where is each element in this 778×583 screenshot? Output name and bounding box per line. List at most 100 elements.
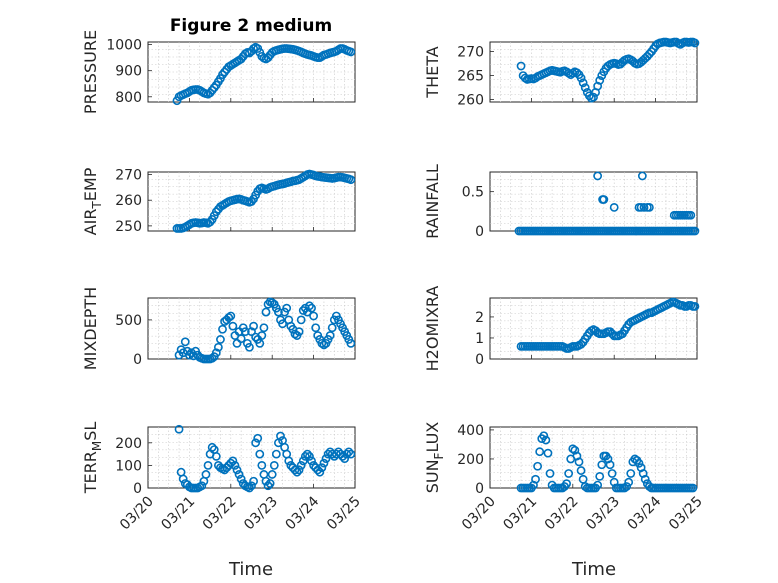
subplot-theta: 260 265 270 THETA [423,37,700,109]
data-point [562,479,571,489]
x-tick-label: 03/23 [241,494,281,534]
series-h2omixra [516,297,700,353]
subplot-sun-flux: 0 200 400 03/20 03/21 03/22 03/23 03/24 03/25 SUN… [423,422,706,534]
x-tick-label: 03/25 [324,494,364,534]
data-point [257,461,267,470]
y-tick-label: 500 [115,313,142,329]
y-axis-label: PRESSURE [81,30,100,114]
data-point [255,449,265,459]
data-point [317,338,327,348]
y-axis-label: AIRTEMP [81,167,104,235]
data-point [576,466,586,475]
data-point [533,461,543,471]
data-point [290,465,300,475]
y-axis-label: RAINFALL [423,164,442,239]
x-tick-label: 03/22 [200,494,240,534]
data-point [247,481,256,491]
x-tick-label: 03/20 [117,494,157,534]
data-point [253,433,263,443]
data-point [263,481,273,491]
data-point [597,460,607,470]
data-point [255,338,265,348]
data-point [327,323,337,333]
data-point [605,460,615,470]
data-point [599,195,609,204]
data-point [174,424,184,434]
subplot-air-temp: 250 260 270 AIRTEMP [81,167,356,235]
data-point [535,447,545,457]
data-point [294,465,304,475]
x-tick-label: 03/24 [625,493,665,533]
data-point [269,461,279,470]
y-axis-label: SUNFLUX [423,422,446,494]
series-rainfall [514,171,700,236]
data-point [342,449,352,459]
data-point [274,307,283,317]
y-tick-label: 0 [475,481,484,497]
data-point [688,483,698,493]
y-tick-label: 800 [115,90,142,106]
data-point [300,451,310,461]
x-axis-label-left: Time [228,559,273,580]
subplot-mixdepth: 0 500 MIXDEPTH [81,287,356,370]
data-point [346,175,356,185]
y-tick-label: 0 [475,352,484,368]
data-point [578,78,588,88]
x-axis-label-right: Time [571,559,616,580]
data-point [319,458,329,468]
y-tick-label: 265 [457,69,484,85]
x-tick-label: 03/21 [158,494,198,534]
data-point [271,449,281,459]
data-point [531,474,540,484]
data-point [346,47,356,57]
data-point [184,350,194,360]
data-point [340,454,350,464]
data-point [640,474,650,484]
data-point [690,302,700,311]
data-point [576,73,586,83]
data-point [307,456,316,466]
y-tick-label: 0 [475,224,484,240]
data-point [178,474,188,484]
data-point [593,480,603,490]
x-tick-label: 03/22 [542,494,582,534]
data-point [315,467,325,477]
data-point [261,307,271,317]
data-point [226,311,236,321]
data-point [595,76,605,85]
data-point [259,323,269,333]
data-point [346,338,356,348]
data-point [319,340,329,350]
y-tick-label: 200 [115,436,142,452]
data-point [580,83,590,92]
data-point [624,477,634,487]
data-point [213,342,223,352]
y-axis-label: THETA [423,46,442,98]
data-point [251,438,261,448]
data-point [263,299,273,309]
data-point [228,456,238,466]
data-point [224,313,234,322]
subplot-h2omixra: 0 1 2 H2OMIXRA [423,286,700,372]
data-point [203,461,213,470]
data-point [249,476,258,486]
data-point [541,435,551,445]
data-point [636,202,646,212]
y-tick-label: 1000 [106,38,142,54]
data-point [211,348,221,358]
y-axis-label: H2OMIXRA [423,286,442,372]
x-tick-label: 03/21 [500,494,540,534]
data-point [207,442,217,452]
data-point [245,483,254,493]
data-point [609,202,619,212]
series-sun-flux [516,431,698,493]
series-theta [516,37,700,103]
data-point [309,311,318,321]
data-point [346,449,356,459]
data-point [572,68,582,78]
data-point [296,461,306,470]
data-point [234,470,244,479]
x-tick-label: 03/23 [583,494,623,534]
data-point [230,461,240,470]
